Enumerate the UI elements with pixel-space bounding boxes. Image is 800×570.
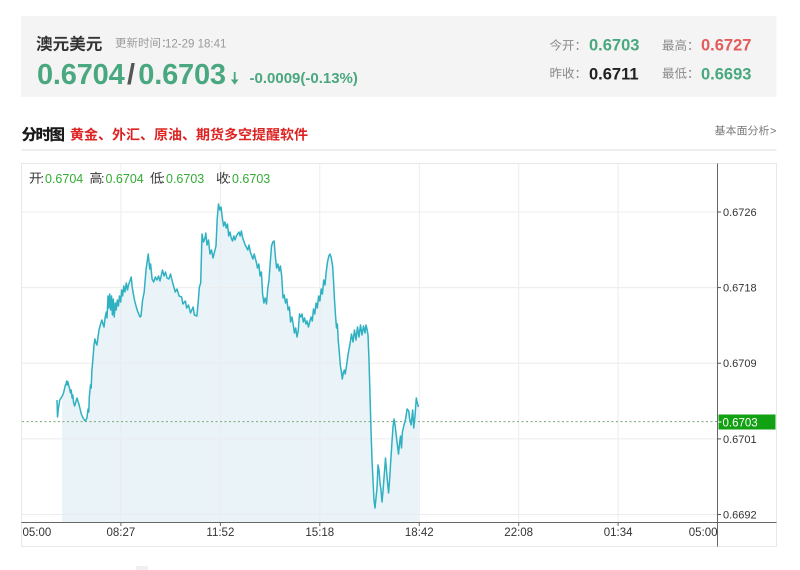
svg-text:0.6703: 0.6703 bbox=[166, 172, 204, 186]
svg-text:0.6727: 0.6727 bbox=[701, 37, 751, 55]
svg-text:05:00: 05:00 bbox=[23, 527, 52, 539]
svg-text:0.6704: 0.6704 bbox=[106, 172, 144, 186]
svg-text:0.6692: 0.6692 bbox=[723, 510, 757, 522]
svg-text:0.6704/0.6703: 0.6704/0.6703 bbox=[37, 59, 226, 91]
svg-text::: : bbox=[41, 172, 44, 186]
svg-text:0.6711: 0.6711 bbox=[589, 65, 639, 83]
svg-text:-0.0009(-0.13%): -0.0009(-0.13%) bbox=[250, 70, 358, 87]
svg-text:0.6703: 0.6703 bbox=[723, 417, 758, 429]
svg-text:01:34: 01:34 bbox=[604, 527, 633, 539]
svg-text:0.6718: 0.6718 bbox=[723, 283, 757, 295]
svg-text:11:52: 11:52 bbox=[206, 527, 234, 539]
svg-text:0.6704: 0.6704 bbox=[45, 172, 83, 186]
svg-text:18:42: 18:42 bbox=[405, 527, 434, 539]
svg-text:0.6703: 0.6703 bbox=[589, 37, 639, 55]
svg-text:0.6726: 0.6726 bbox=[723, 207, 757, 219]
svg-text::: : bbox=[101, 172, 104, 186]
svg-text:0.6693: 0.6693 bbox=[701, 65, 751, 83]
svg-text:15:18: 15:18 bbox=[305, 527, 334, 539]
svg-text:0.6701: 0.6701 bbox=[723, 434, 757, 446]
svg-text::: : bbox=[162, 172, 165, 186]
svg-text::: : bbox=[228, 172, 231, 186]
svg-text:08:27: 08:27 bbox=[107, 527, 136, 539]
svg-text:0.6703: 0.6703 bbox=[232, 172, 270, 186]
svg-text:05:00: 05:00 bbox=[689, 527, 718, 539]
svg-text:22:08: 22:08 bbox=[504, 527, 533, 539]
svg-text:0.6709: 0.6709 bbox=[723, 358, 757, 370]
svg-text:>: > bbox=[770, 126, 776, 138]
svg-text:12-29 18:41: 12-29 18:41 bbox=[165, 38, 226, 50]
